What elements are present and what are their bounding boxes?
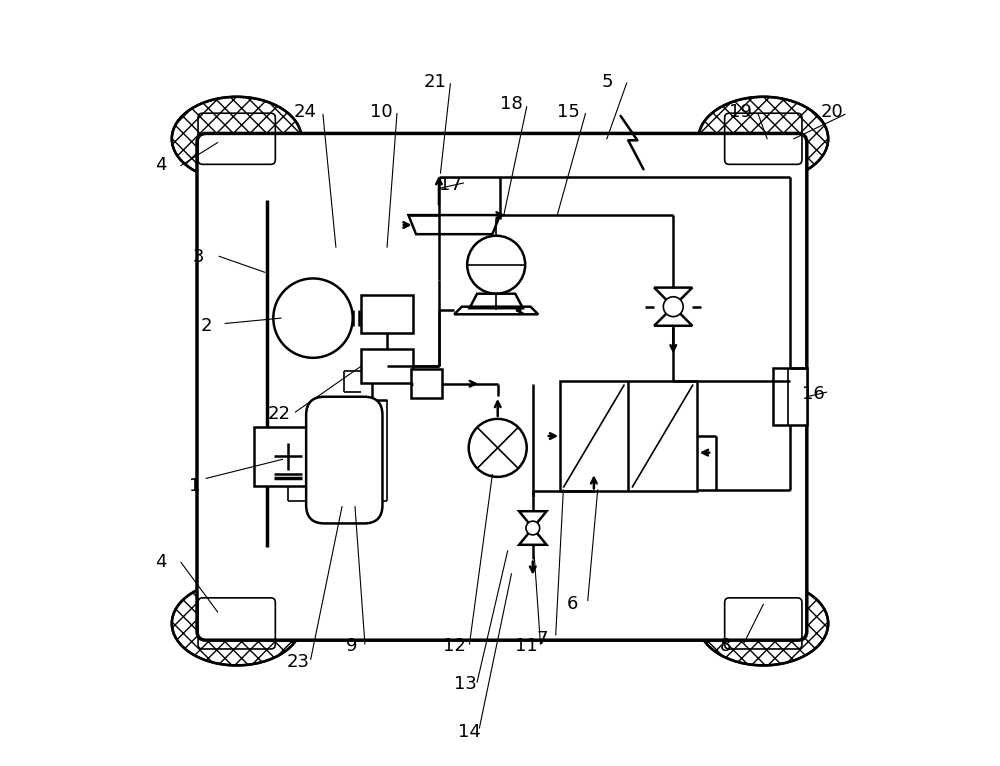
Bar	[411, 369, 442, 398]
Text: 15: 15	[557, 103, 580, 121]
Text: 5: 5	[601, 73, 613, 90]
Text: 4: 4	[155, 553, 166, 571]
Bar	[361, 349, 413, 383]
Text: 2: 2	[200, 317, 212, 335]
Circle shape	[526, 521, 540, 535]
Bar	[560, 381, 697, 491]
Text: 13: 13	[454, 676, 477, 693]
Ellipse shape	[172, 97, 302, 181]
Text: 6: 6	[567, 595, 578, 614]
Text: 11: 11	[515, 637, 538, 655]
Text: 19: 19	[729, 103, 752, 121]
Ellipse shape	[172, 581, 302, 666]
Text: 22: 22	[267, 404, 290, 423]
Circle shape	[273, 278, 353, 358]
Text: 1: 1	[189, 477, 200, 495]
FancyBboxPatch shape	[197, 133, 807, 640]
Ellipse shape	[698, 97, 828, 181]
Text: 24: 24	[294, 103, 317, 121]
Text: 10: 10	[370, 103, 393, 121]
Text: 3: 3	[193, 248, 204, 266]
Text: 12: 12	[443, 637, 466, 655]
Text: 23: 23	[286, 653, 309, 670]
Bar	[773, 368, 807, 425]
Circle shape	[467, 236, 525, 293]
FancyBboxPatch shape	[306, 397, 382, 523]
Text: 8: 8	[719, 637, 731, 655]
Circle shape	[469, 419, 527, 477]
Text: 9: 9	[345, 637, 357, 655]
Bar	[254, 427, 321, 486]
Text: 7: 7	[536, 630, 548, 648]
Text: 17: 17	[439, 175, 462, 194]
Text: 4: 4	[155, 156, 166, 175]
Text: 14: 14	[458, 723, 481, 741]
Text: 20: 20	[821, 103, 843, 121]
Circle shape	[663, 296, 683, 316]
Bar	[361, 295, 413, 333]
Text: 18: 18	[500, 96, 523, 113]
Ellipse shape	[698, 581, 828, 666]
Text: 21: 21	[424, 73, 447, 90]
Text: 16: 16	[802, 385, 824, 404]
